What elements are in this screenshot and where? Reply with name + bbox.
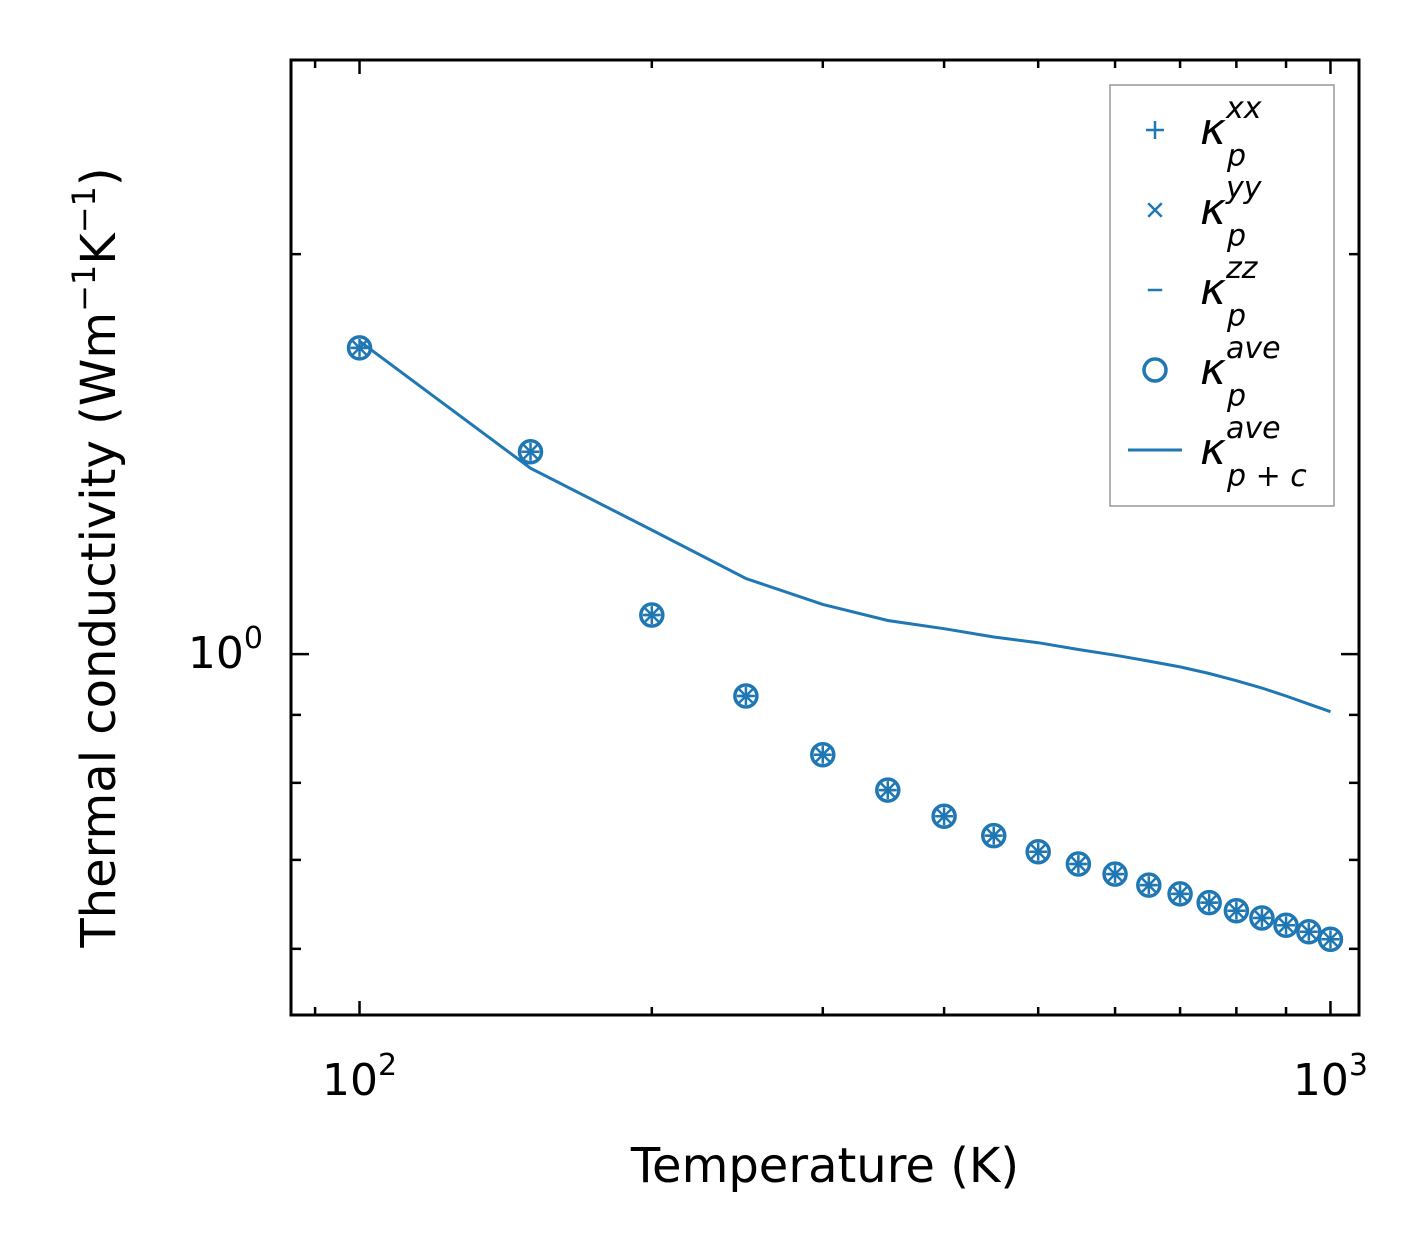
x-tick-exponent: 3 — [1349, 1048, 1368, 1083]
legend-kappa: κ — [1200, 104, 1226, 155]
plot-frame — [289, 58, 1361, 1017]
data-point-xx — [58, 89, 76, 107]
y-tick-exponent: 0 — [244, 621, 263, 656]
x-axis-label: Temperature (K) — [630, 1138, 1019, 1194]
legend-marker-yy — [1147, 202, 1163, 218]
legend-box — [1109, 84, 1335, 507]
legend-subscript: p — [1226, 219, 1246, 254]
data-point-ave — [1223, 897, 1250, 924]
data-point-ave — [1296, 919, 1322, 945]
data-point-ave — [1249, 905, 1275, 931]
data-point-ave — [1025, 838, 1051, 865]
data-point-ave — [1273, 912, 1299, 939]
y-label-sup: −1 — [65, 186, 103, 233]
legend-subscript: p — [1226, 379, 1246, 414]
legend-kappa: κ — [1200, 264, 1226, 315]
series-ave — [56, 87, 1344, 953]
marker-stroke — [60, 92, 73, 106]
data-point-ave — [810, 741, 836, 768]
data-point-ave — [981, 822, 1007, 849]
marker-stroke — [60, 92, 73, 106]
x-tick-exponent: 2 — [378, 1048, 397, 1083]
data-point-ave — [1196, 889, 1222, 916]
legend-kappa: κ — [1200, 344, 1226, 395]
x-tick-label: 102 — [322, 1048, 397, 1106]
data-point-ave — [931, 803, 957, 830]
legend-superscript: ave — [1226, 331, 1281, 366]
y-label-end: ) — [71, 167, 127, 186]
legend-marker-xx — [1146, 121, 1164, 139]
legend-label-zz: κzz p — [1200, 251, 1259, 334]
y-axis-label: Thermal conductivity (Wm−1K−1) — [65, 167, 127, 948]
legend-superscript: yy — [1225, 171, 1263, 206]
x-tick-base: 10 — [1293, 1055, 1349, 1106]
x-tick-base: 10 — [322, 1055, 378, 1106]
legend-label-ave: κave p — [1200, 331, 1281, 414]
y-label-main: Thermal conductivity (Wm — [71, 312, 127, 949]
legend-subscript: p — [1226, 139, 1246, 174]
x-tick-label: 103 — [1293, 1048, 1368, 1106]
plot-area — [56, 87, 1344, 953]
series-zz — [352, 346, 1338, 941]
data-point-ave — [1136, 872, 1162, 898]
y-tick-label: 100 — [188, 621, 263, 679]
legend-label-yy: κyy p — [1200, 171, 1263, 254]
marker-stroke — [1147, 202, 1163, 218]
data-point-ave — [56, 87, 78, 109]
data-point-yy — [60, 92, 73, 106]
legend-kappa: κ — [1200, 424, 1226, 475]
data-point-ave — [875, 777, 901, 803]
data-point-ave — [1065, 851, 1092, 877]
legend-superscript: zz — [1225, 251, 1259, 286]
legend-kappa: κ — [1200, 184, 1226, 235]
y-tick-base: 10 — [188, 628, 244, 679]
data-point-ave — [517, 439, 544, 465]
legend-subscript: p — [1226, 299, 1246, 334]
legend-marker-ave — [1142, 357, 1168, 383]
legend-superscript: xx — [1225, 91, 1262, 126]
data-point-ave — [733, 683, 759, 709]
legend-superscript: ave — [1226, 411, 1281, 446]
series-line-ave_pc — [358, 339, 1331, 714]
legend-label-xx: κxx p — [1200, 91, 1262, 174]
data-point-ave — [1317, 926, 1344, 953]
data-point-ave — [1102, 861, 1128, 887]
legend-subscript: p + c — [1226, 459, 1307, 494]
data-point-ave — [1167, 881, 1193, 907]
data-point-ave — [639, 602, 665, 628]
y-label-sup: −1 — [65, 265, 103, 312]
y-label-unit: K — [71, 232, 127, 265]
legend-label-ave_pc: κave p + c — [1200, 411, 1307, 494]
